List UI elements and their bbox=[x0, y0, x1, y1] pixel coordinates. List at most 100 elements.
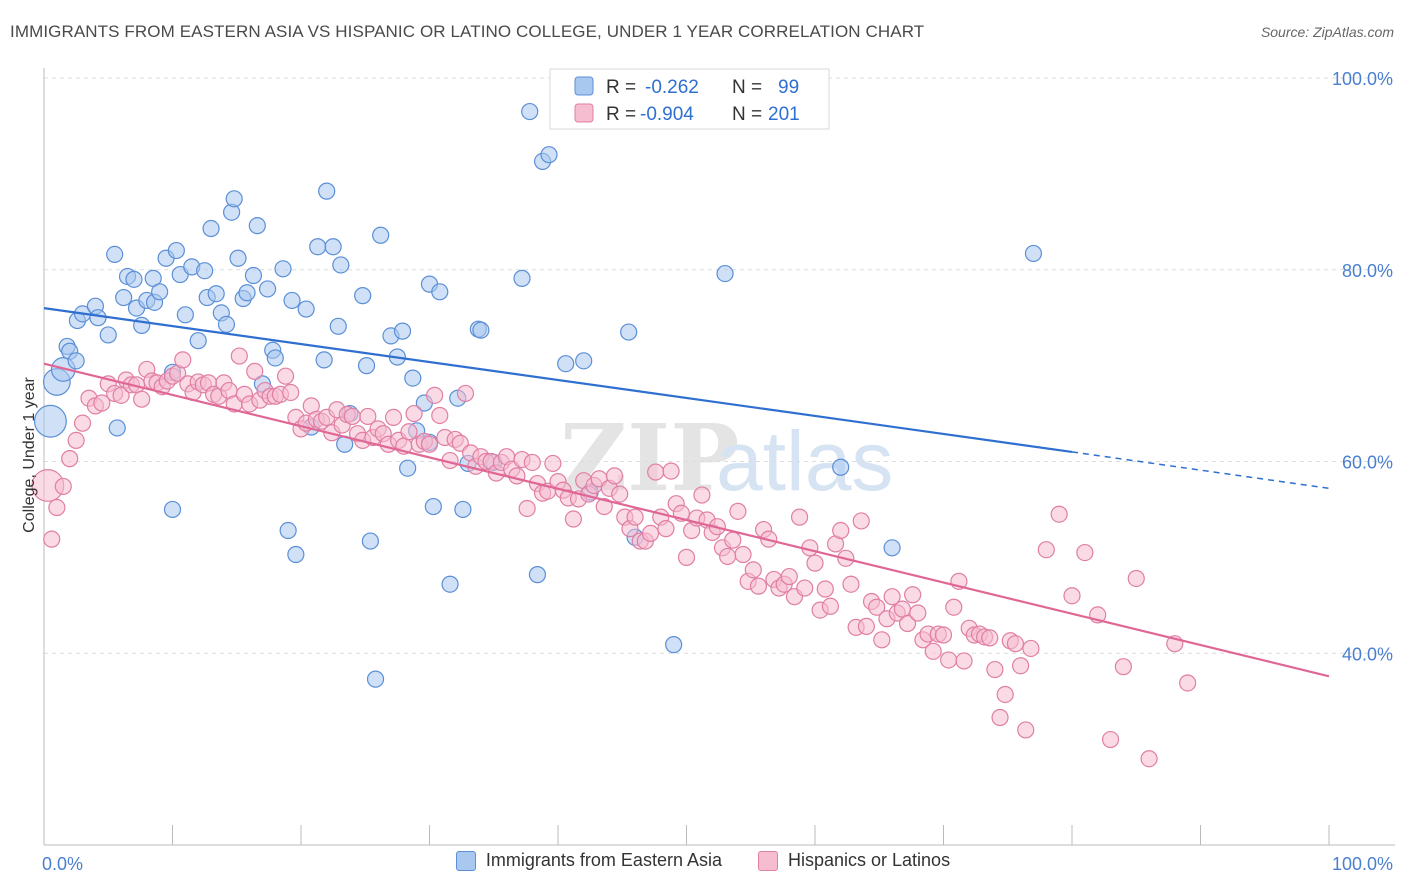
point-eastern-asia bbox=[248, 217, 266, 235]
point-hispanic bbox=[893, 600, 911, 618]
point-hispanic bbox=[1179, 674, 1197, 692]
tick-labels: 40.0% 60.0% 80.0% 100.0% 0.0% 100.0% bbox=[42, 69, 1393, 874]
point-eastern-asia bbox=[217, 315, 236, 333]
bottom-legend-swatch-pink bbox=[757, 850, 778, 871]
y-tick-label: 60.0% bbox=[1342, 453, 1393, 473]
point-eastern-asia bbox=[366, 670, 385, 688]
point-eastern-asia bbox=[225, 190, 243, 208]
legend-n-value-1: 99 bbox=[778, 77, 799, 98]
point-hispanic bbox=[677, 548, 696, 566]
point-eastern-asia bbox=[108, 419, 126, 437]
point-eastern-asia bbox=[297, 300, 315, 318]
legend-n-label-2: N = bbox=[732, 104, 762, 125]
point-eastern-asia bbox=[125, 270, 143, 288]
point-hispanic bbox=[996, 685, 1014, 704]
legend-swatch-pink bbox=[574, 103, 594, 123]
point-hispanic bbox=[1127, 569, 1145, 588]
point-eastern-asia bbox=[361, 532, 379, 550]
point-eastern-asia bbox=[89, 309, 107, 327]
bottom-legend-label-hispanics: Hispanics or Latinos bbox=[787, 850, 951, 870]
point-eastern-asia bbox=[133, 316, 151, 334]
point-hispanic bbox=[1017, 721, 1035, 739]
trend-line-hispanics bbox=[43, 362, 1330, 678]
legend-r-value-2: -0.904 bbox=[640, 104, 694, 125]
point-hispanic bbox=[456, 384, 475, 403]
y-tick-label: 100.0% bbox=[1332, 69, 1393, 89]
point-hispanic bbox=[955, 652, 973, 670]
bottom-legend: Immigrants from Eastern Asia Hispanics o… bbox=[0, 850, 1406, 871]
point-hispanic bbox=[133, 390, 151, 408]
point-hispanic bbox=[1114, 658, 1133, 676]
point-hispanic bbox=[662, 462, 680, 480]
y-tick-label: 80.0% bbox=[1342, 261, 1393, 281]
point-hispanic bbox=[852, 512, 870, 530]
point-eastern-asia bbox=[99, 326, 117, 344]
point-hispanic bbox=[431, 406, 449, 425]
point-hispanic bbox=[1140, 750, 1158, 768]
trend-line-eastern-asia-extension bbox=[1071, 451, 1330, 490]
point-eastern-asia bbox=[238, 284, 256, 302]
point-eastern-asia bbox=[883, 539, 901, 557]
point-hispanic bbox=[934, 626, 953, 644]
point-eastern-asia bbox=[318, 182, 336, 200]
bottom-legend-item-eastern-asia: Immigrants from Eastern Asia bbox=[455, 850, 722, 871]
point-hispanic bbox=[93, 394, 111, 412]
point-hispanic bbox=[821, 597, 840, 615]
point-hispanic bbox=[924, 642, 942, 660]
point-eastern-asia bbox=[67, 352, 85, 370]
point-eastern-asia bbox=[258, 280, 277, 298]
point-hispanic bbox=[909, 604, 927, 622]
bottom-legend-label-eastern-asia: Immigrants from Eastern Asia bbox=[485, 850, 722, 870]
point-hispanic bbox=[790, 508, 809, 526]
point-hispanic bbox=[54, 477, 72, 496]
point-eastern-asia bbox=[196, 262, 214, 280]
point-eastern-asia bbox=[229, 249, 247, 267]
legend-r-label-1: R = bbox=[606, 77, 636, 98]
y-axis-label-group: College, Under 1 year bbox=[21, 377, 38, 533]
point-eastern-asia bbox=[557, 355, 575, 373]
point-hispanic bbox=[832, 521, 850, 540]
point-hispanic bbox=[611, 485, 629, 503]
legend: R = -0.262 N = 99 R = -0.904 N = 201 bbox=[549, 68, 830, 130]
point-hispanic bbox=[981, 629, 999, 647]
point-eastern-asia bbox=[176, 306, 194, 324]
point-eastern-asia bbox=[115, 288, 133, 307]
point-hispanic bbox=[174, 351, 192, 369]
point-eastern-asia bbox=[513, 269, 531, 287]
point-hispanic bbox=[384, 408, 403, 426]
point-hispanic bbox=[48, 498, 66, 517]
point-hispanic bbox=[276, 367, 295, 385]
point-hispanic bbox=[544, 454, 562, 473]
trend-line-eastern-asia bbox=[43, 307, 1073, 454]
point-eastern-asia bbox=[472, 321, 490, 339]
point-eastern-asia bbox=[832, 458, 850, 476]
point-hispanic bbox=[873, 631, 891, 649]
grid bbox=[44, 77, 1395, 654]
point-eastern-asia bbox=[167, 241, 185, 260]
point-eastern-asia bbox=[283, 291, 301, 310]
point-hispanic bbox=[734, 545, 752, 564]
point-hispanic bbox=[1011, 657, 1030, 675]
point-eastern-asia bbox=[163, 500, 182, 519]
point-hispanic bbox=[986, 660, 1004, 679]
point-eastern-asia bbox=[315, 351, 333, 369]
point-eastern-asia bbox=[274, 260, 292, 278]
point-eastern-asia bbox=[454, 500, 472, 519]
point-eastern-asia bbox=[528, 566, 547, 584]
point-eastern-asia bbox=[1024, 244, 1043, 263]
point-hispanic bbox=[868, 598, 886, 616]
point-hispanic bbox=[647, 463, 665, 481]
chart-title: IMMIGRANTS FROM EASTERN ASIA VS HISPANIC… bbox=[10, 22, 925, 41]
point-hispanic bbox=[780, 567, 798, 586]
point-eastern-asia bbox=[207, 285, 225, 303]
point-hispanic bbox=[724, 531, 742, 549]
point-eastern-asia bbox=[324, 238, 342, 256]
axes bbox=[43, 68, 1395, 846]
bottom-legend-item-hispanics: Hispanics or Latinos bbox=[757, 850, 951, 871]
point-eastern-asia bbox=[266, 349, 284, 367]
point-hispanic bbox=[1037, 541, 1055, 559]
point-hispanic bbox=[595, 497, 613, 516]
point-eastern-asia bbox=[665, 636, 683, 654]
point-hispanic bbox=[945, 598, 963, 616]
